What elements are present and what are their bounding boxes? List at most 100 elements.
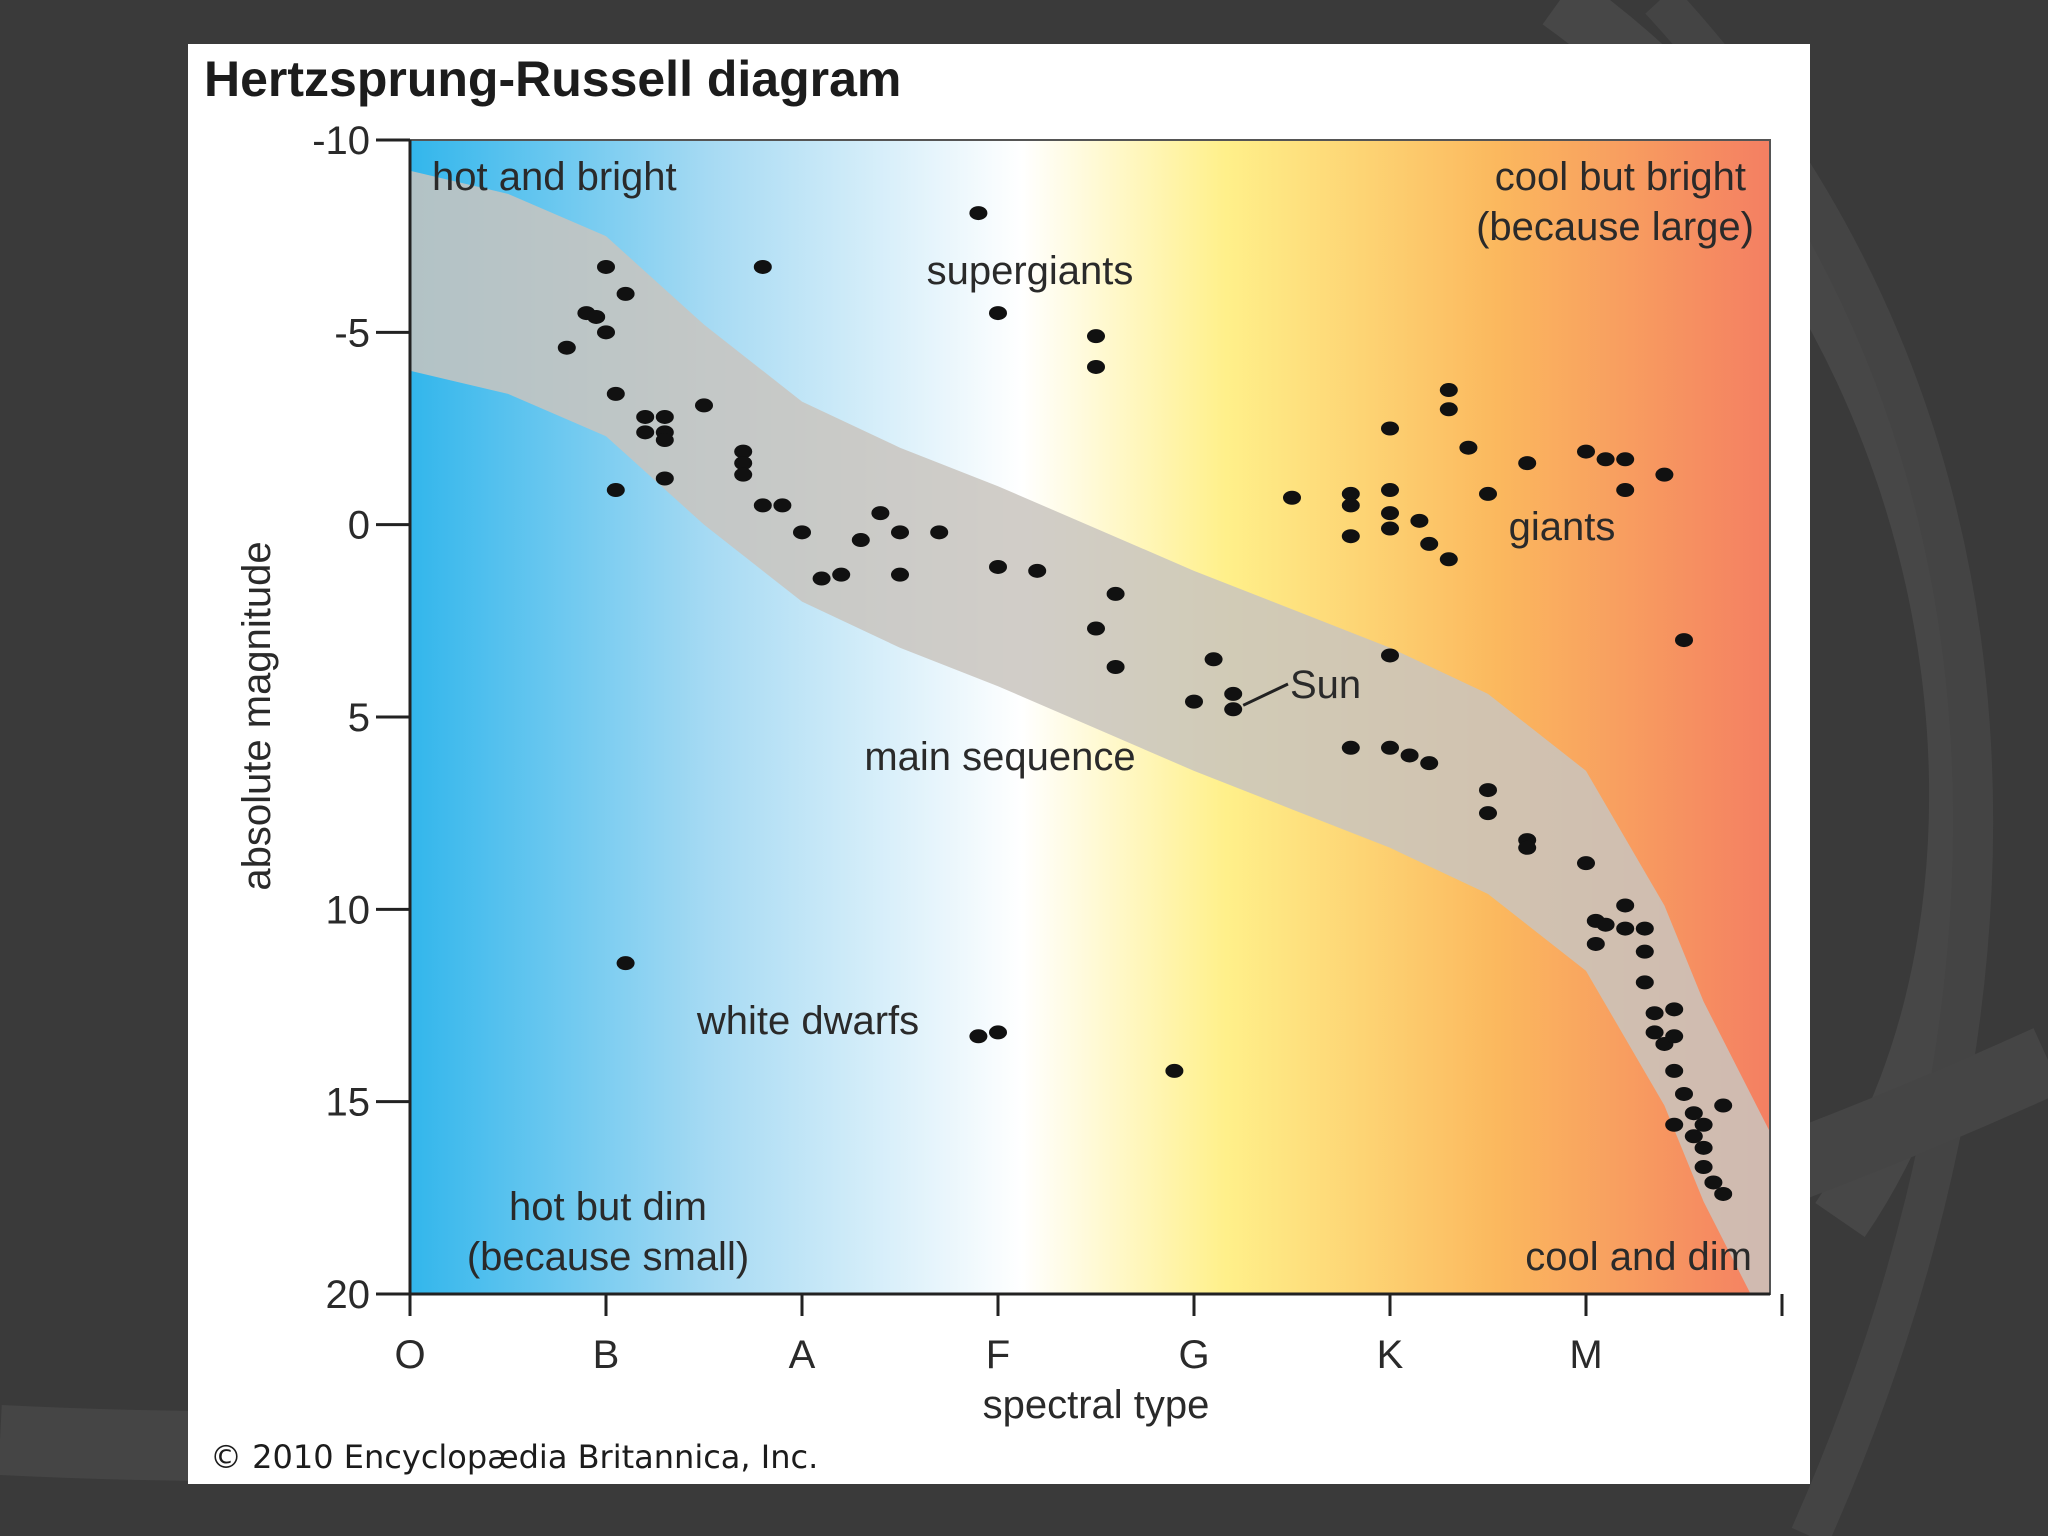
star-point [1439,383,1458,398]
x-tick-label-k: K [1377,1333,1404,1377]
star-point [1518,840,1537,855]
star-point [587,309,606,324]
star-point [1675,1086,1693,1101]
y-axis-label: absolute magnitude [235,541,279,890]
star-point [1341,486,1360,501]
star-point [753,259,772,274]
star-point [1616,921,1635,936]
star-point [1714,1186,1733,1201]
x-tick-label-b: B [593,1333,620,1377]
star-point [1224,702,1243,717]
star-point [1381,506,1399,521]
star-point [1616,898,1635,913]
sun-pointer-line [1242,682,1289,707]
star-point [616,956,635,971]
star-point [1106,659,1125,674]
chart-title: Hertzsprung-Russell diagram [204,51,901,107]
star-point [655,409,674,424]
chart-card: Hertzsprung-Russell diagram -10 -5 0 5 10 15 2… [188,44,1810,1484]
star-point [1420,536,1439,551]
star-point [793,525,811,540]
star-point [1665,1002,1684,1017]
star-point [1479,806,1497,821]
star-point [1381,740,1399,755]
star-point [1341,498,1360,513]
star-point [773,498,792,513]
annotation-cool-but-bright: cool but bright [1495,155,1746,199]
star-point [989,559,1007,574]
star-point [1204,652,1223,667]
star-point [1635,944,1654,959]
copyright-notice: © 2010 Encyclopædia Britannica, Inc. [210,1438,818,1476]
star-point [1577,444,1595,459]
star-point [1283,490,1301,505]
star-point [616,286,635,301]
star-point [1675,633,1693,648]
star-point [636,425,655,440]
star-point [1518,456,1537,471]
annotation-giants: giants [1509,505,1616,549]
annotation-hot-but-dim: hot but dim [509,1185,707,1229]
star-point [1410,513,1429,528]
star-point [636,409,655,424]
star-point [812,571,831,586]
star-point [1665,1063,1684,1078]
star-point [1586,936,1605,951]
star-point [1087,329,1105,344]
star-point [734,456,753,471]
star-point [1635,975,1654,990]
annotation-main-sequence: main sequence [864,735,1135,779]
star-point [1479,486,1497,501]
star-point [1165,1063,1184,1078]
star-point [851,533,870,548]
star-point [1714,1098,1733,1113]
annotation-cool-and-dim: cool and dim [1525,1235,1752,1279]
star-point [1665,1029,1684,1044]
star-point [655,471,674,486]
star-point [1341,740,1360,755]
star-points [557,206,1733,1201]
star-point [1616,483,1635,498]
star-point [1655,467,1674,482]
star-point [891,525,909,540]
annotation-sun: Sun [1290,663,1361,707]
star-point [557,340,576,355]
star-point [871,506,890,521]
x-tick-label-m: M [1569,1333,1602,1377]
star-point [1439,402,1458,417]
x-axis-label: spectral type [983,1383,1210,1427]
star-point [1684,1106,1703,1121]
star-point [1185,694,1203,709]
star-point [1381,521,1399,536]
star-point [1479,783,1497,798]
star-point [1381,648,1399,663]
star-point [1106,586,1125,601]
star-point [1645,1006,1664,1021]
star-point [1381,421,1399,436]
y-tick-label: 10 [326,888,371,932]
star-point [1439,552,1458,567]
star-point [832,567,851,582]
star-point [1694,1117,1713,1132]
star-point [695,398,713,413]
star-point [1596,917,1615,932]
x-tick-label-a: A [789,1333,816,1377]
star-point [1341,529,1360,544]
star-point [989,306,1007,321]
star-point [930,525,949,540]
star-point [1420,756,1439,771]
star-point [734,467,753,482]
x-tick-label-g: G [1178,1333,1209,1377]
annotation-supergiants: supergiants [927,249,1134,293]
star-point [1616,452,1635,467]
hr-diagram: Hertzsprung-Russell diagram -10 -5 0 5 10 15 2… [204,51,1784,1476]
y-tick-label: -10 [312,119,370,163]
star-point [1694,1140,1713,1155]
y-tick-label: 0 [348,504,370,548]
star-point [989,1025,1007,1040]
star-point [1577,856,1595,871]
star-point [1684,1129,1703,1144]
y-tick-label: 20 [326,1273,371,1317]
